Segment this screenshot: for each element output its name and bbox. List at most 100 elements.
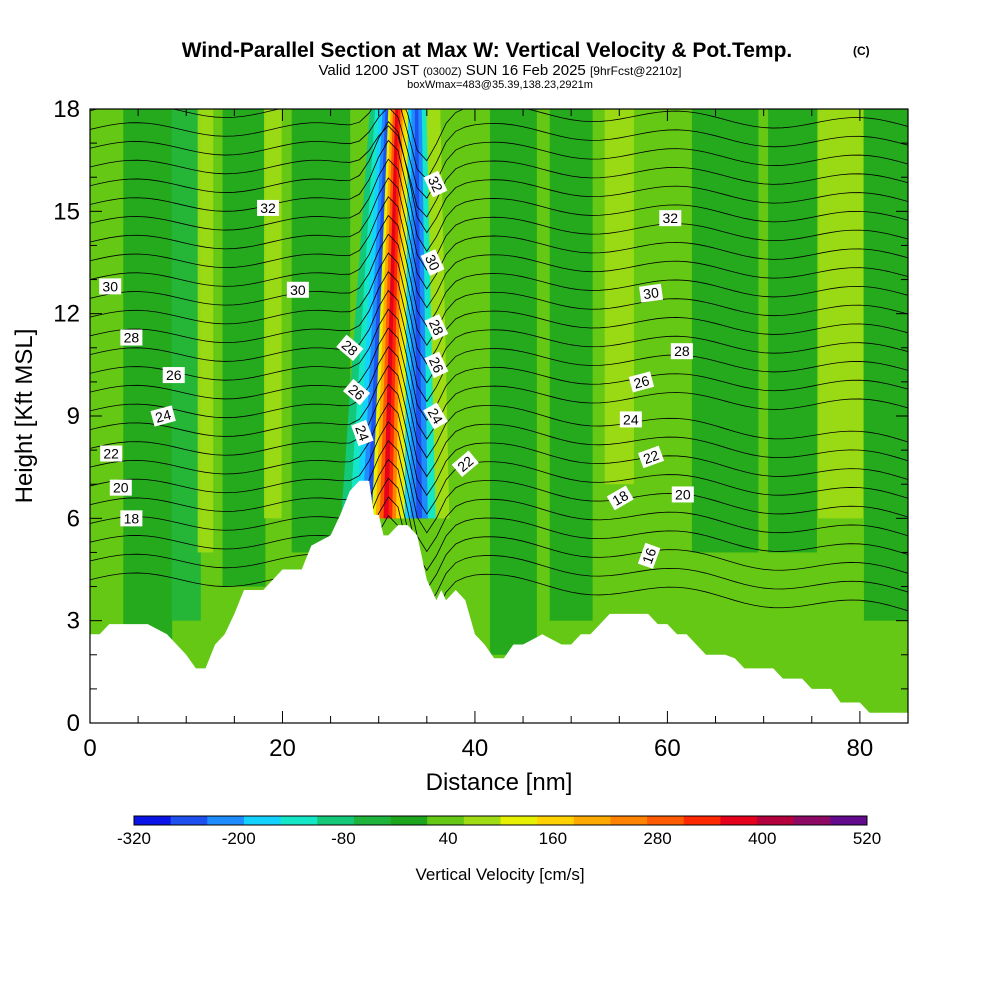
velocity-band-10 <box>264 109 282 519</box>
colorbar-swatch-19 <box>830 816 868 825</box>
svg-text:28: 28 <box>124 330 140 346</box>
colorbar-label: Vertical Velocity [cm/s] <box>415 865 584 884</box>
isentrope-line-18 <box>90 177 908 290</box>
isentrope-label-4: 26 <box>162 367 185 384</box>
colorbar-swatch-4 <box>280 816 318 825</box>
isentrope-label-8: 18 <box>120 510 143 527</box>
svg-text:18: 18 <box>610 487 632 509</box>
svg-text:22: 22 <box>103 446 119 462</box>
svg-text:22: 22 <box>641 447 661 467</box>
isentrope-label-19: 30 <box>639 283 664 303</box>
isentrope-label-3: 28 <box>120 329 143 346</box>
svg-text:32: 32 <box>663 210 679 226</box>
svg-text:26: 26 <box>632 372 651 392</box>
colorbar-swatch-12 <box>573 816 611 825</box>
colorbar-tick-label-7: 520 <box>853 829 881 848</box>
isentrope-label-10: 26 <box>343 378 371 406</box>
chart-title: Wind-Parallel Section at Max W: Vertical… <box>182 39 793 62</box>
isentrope-label-18: 32 <box>659 210 682 227</box>
isentrope-labels: 32 30 30 28 26 24 22 20 18 28 26 24 32 30 28 26 24 22 32 30… <box>99 170 694 569</box>
isentrope-line-11 <box>90 308 908 421</box>
y-tick-label-2: 6 <box>67 505 80 532</box>
svg-text:30: 30 <box>102 278 118 294</box>
valid-prefix: Valid 1200 JST <box>318 62 418 79</box>
x-tick-label-4: 80 <box>847 735 874 762</box>
isentrope-label-7: 20 <box>109 479 132 496</box>
isentrope-label-2: 30 <box>286 281 309 298</box>
forecast-info: [9hrFcst@2210z] <box>590 64 682 78</box>
velocity-band-2 <box>222 109 266 587</box>
velocity-band-12 <box>818 109 864 519</box>
svg-text:26: 26 <box>426 354 447 375</box>
plot-area <box>90 109 908 723</box>
y-tick-label-5: 15 <box>53 198 80 225</box>
valid-date: SUN 16 Feb 2025 <box>466 62 586 79</box>
y-tick-label-1: 3 <box>67 608 80 635</box>
velocity-band-5 <box>549 109 593 621</box>
isentrope-line-25 <box>90 109 908 162</box>
box-info: boxWmax=483@35.39,138.23,2921m <box>407 79 593 91</box>
svg-text:32: 32 <box>425 174 446 195</box>
isentrope-line-17 <box>90 196 908 309</box>
velocity-band-4 <box>490 109 537 655</box>
colorbar-swatch-8 <box>427 816 465 825</box>
axis-ticks <box>89 108 909 724</box>
velocity-band-9 <box>197 109 214 553</box>
isentrope-label-16: 24 <box>423 402 448 430</box>
svg-text:24: 24 <box>425 405 447 427</box>
svg-text:28: 28 <box>674 343 690 359</box>
svg-text:24: 24 <box>623 411 639 427</box>
colorbar-swatch-15 <box>683 816 721 825</box>
isentrope-line-12 <box>90 289 908 403</box>
isentrope-line-20 <box>90 139 908 253</box>
y-axis-label: Height [Kft MSL] <box>11 329 38 504</box>
isentrope-label-14: 28 <box>424 313 449 341</box>
svg-text:30: 30 <box>422 252 443 273</box>
isentrope-line-24 <box>90 109 908 181</box>
colorbar-swatch-5 <box>317 816 355 825</box>
x-tick-labels: 0 20 40 60 80 <box>83 735 873 762</box>
isentrope-line-5 <box>90 421 908 534</box>
svg-text:16: 16 <box>639 546 659 566</box>
isentrope-label-1: 30 <box>99 278 122 295</box>
colorbar-tick-label-0: -320 <box>117 829 151 848</box>
velocity-band-11 <box>604 109 634 485</box>
colorbar-tick-labels: -320 -200 -80 40 160 280 400 520 <box>117 829 881 848</box>
isentrope-line-3 <box>90 458 908 572</box>
velocity-band-1 <box>171 109 201 621</box>
svg-text:30: 30 <box>642 284 660 302</box>
isentrope-line-21 <box>90 121 908 234</box>
colorbar-tick-label-3: 40 <box>439 829 458 848</box>
valid-utc: (0300Z) <box>423 66 462 78</box>
colorbar-swatch-3 <box>243 816 282 825</box>
isentrope-label-5: 24 <box>150 405 176 427</box>
colorbar-tick-label-5: 280 <box>643 829 671 848</box>
x-tick-label-3: 60 <box>654 735 681 762</box>
copyright-mark: (C) <box>853 44 870 58</box>
colorbar-swatch-14 <box>647 816 685 825</box>
colorbar-tick-label-6: 400 <box>748 829 776 848</box>
colorbar-swatch-6 <box>353 816 392 825</box>
y-tick-label-4: 12 <box>53 301 80 328</box>
x-axis-label: Distance [nm] <box>426 769 573 796</box>
colorbar-swatch-11 <box>537 816 575 825</box>
isentrope-line-7 <box>90 383 908 497</box>
terrain <box>90 480 908 723</box>
colorbar-tick-label-2: -80 <box>331 829 356 848</box>
colorbar-swatch-9 <box>463 816 501 825</box>
isentrope-label-26: 16 <box>637 542 661 569</box>
svg-text:18: 18 <box>124 510 140 526</box>
isentrope-line-14 <box>90 252 908 365</box>
isentrope-label-13: 30 <box>420 249 445 276</box>
svg-text:24: 24 <box>154 406 173 426</box>
isentrope-line-10 <box>90 327 908 440</box>
isentrope-line-2 <box>90 477 908 590</box>
x-tick-label-0: 0 <box>83 735 96 762</box>
y-tick-labels: 0 3 6 9 12 15 18 <box>53 96 80 737</box>
isentrope-label-0: 32 <box>257 199 280 216</box>
colorbar-swatch-10 <box>500 816 538 825</box>
isentrope-label-20: 28 <box>670 343 693 360</box>
isentrope-lines <box>90 109 908 628</box>
colorbar-swatch-1 <box>170 816 208 825</box>
